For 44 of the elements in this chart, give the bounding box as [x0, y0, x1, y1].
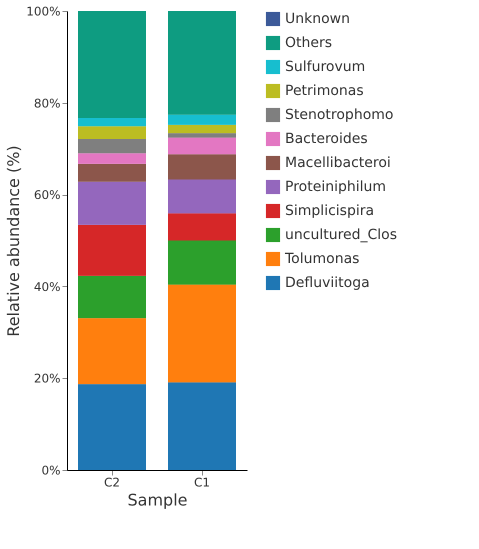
bar [78, 126, 146, 140]
x-axis-title: Sample [128, 490, 188, 510]
y-tick-label: 0% [41, 464, 60, 478]
bar [168, 133, 236, 138]
legend-label: Others [285, 35, 332, 51]
legend-label: Macellibacteroi [285, 155, 391, 171]
bar [168, 382, 236, 470]
bar [78, 384, 146, 470]
bar [168, 124, 236, 134]
legend-label: Defluviitoga [285, 275, 370, 291]
bar [168, 114, 236, 125]
y-axis-title: Relative abundance (%) [4, 145, 24, 337]
bar [78, 164, 146, 182]
bar [78, 118, 146, 126]
bar [78, 224, 146, 276]
legend-label: Simplicispira [285, 203, 374, 219]
bar [168, 154, 236, 180]
y-tick-label: 40% [34, 280, 60, 294]
bar [168, 179, 236, 214]
y-tick-label: 80% [34, 96, 60, 110]
legend-label: Sulfurovum [285, 59, 366, 75]
legend-label: Unknown [285, 11, 350, 27]
legend-label: Petrimonas [285, 83, 364, 99]
x-tick-label: C2 [104, 476, 120, 490]
bar [78, 11, 146, 118]
y-tick-label: 60% [34, 188, 60, 202]
bar [168, 284, 236, 382]
legend-label: Bacteroides [285, 131, 368, 147]
bar [78, 182, 146, 225]
y-tick-label: 20% [34, 372, 60, 386]
bar [168, 240, 236, 285]
bar [78, 153, 146, 164]
bar [78, 318, 146, 384]
legend-label: Proteiniphilum [285, 179, 386, 195]
bar [168, 213, 236, 240]
legend-label: Stenotrophomo [285, 107, 394, 123]
bar [78, 276, 146, 318]
y-tick-label: 100% [26, 4, 60, 18]
bar [168, 138, 236, 154]
bar [168, 11, 236, 115]
legend-label: uncultured_Clos [285, 227, 398, 243]
legend-label: Tolumonas [284, 251, 360, 267]
bar [78, 139, 146, 154]
x-tick-label: C1 [194, 476, 210, 490]
